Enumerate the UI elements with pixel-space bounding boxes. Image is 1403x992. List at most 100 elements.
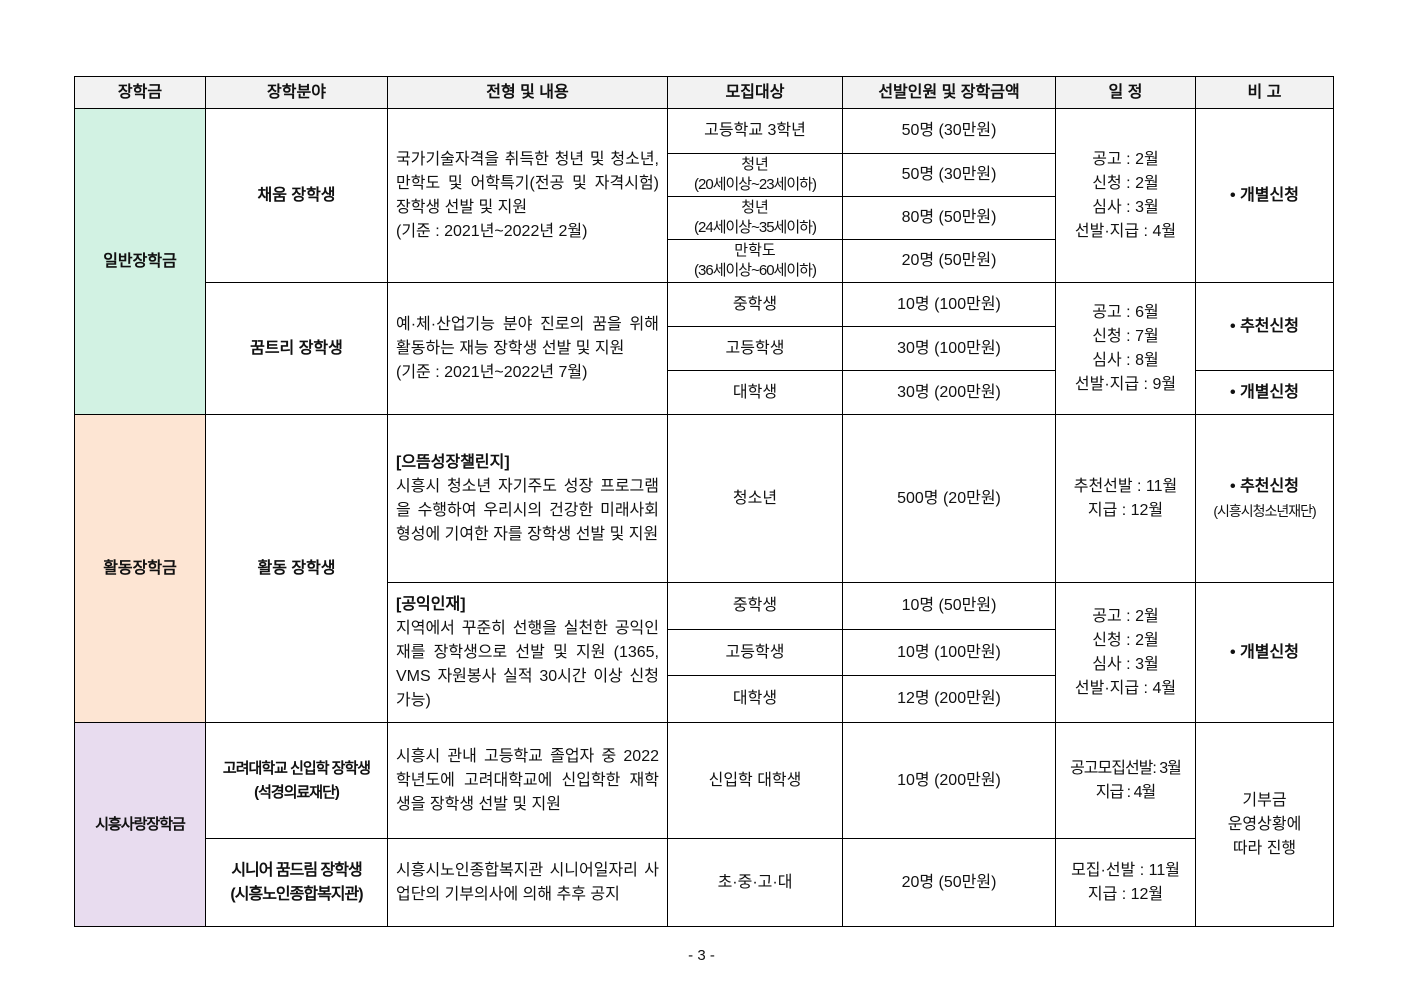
schedule-kkumtree: 공고 : 6월 신청 : 7월 심사 : 8월 선발·지급 : 9월 (1055, 282, 1196, 415)
schedule-line: 심사 : 3월 (1092, 198, 1159, 216)
table-row: 청년 (20세이상~23세이하) 50명 (30만원) (75, 153, 1334, 197)
header-schedule: 일 정 (1055, 76, 1196, 109)
schedule-line: 심사 : 8월 (1092, 351, 1159, 369)
amount-cell: 10명 (100만원) (842, 282, 1056, 327)
field-text: 시니어 꿈드림 장학생 (231, 861, 362, 879)
amount-cell: 10명 (100만원) (842, 629, 1056, 676)
note-kkumtree-individual: • 개별신청 (1195, 370, 1334, 415)
schedule-line: 심사 : 3월 (1092, 655, 1159, 673)
header-field: 장학분야 (205, 76, 388, 109)
section-activity: 활동장학금 (74, 414, 206, 723)
amount-cell: 500명 (20만원) (842, 414, 1056, 583)
note-line: 운영상황에 (1227, 815, 1302, 833)
amount-cell: 50명 (30만원) (842, 153, 1056, 197)
target-cell: 초·중·고·대 (667, 838, 843, 927)
amount-cell: 10명 (50만원) (842, 582, 1056, 630)
note-sub: (시흥시청소년재단) (1213, 502, 1316, 519)
table-row: 대학생 30명 (200만원) • 개별신청 (75, 370, 1334, 415)
schedule-line: 선발·지급 : 9월 (1074, 375, 1177, 393)
amount-cell: 10명 (200만원) (842, 722, 1056, 839)
note-siheung-love: 기부금 운영상황에 따라 진행 (1195, 722, 1334, 927)
header-row: 장학금 장학분야 전형 및 내용 모집대상 선발인원 및 장학금액 일 정 비 … (74, 76, 1334, 109)
content-text: 국가기술자격을 취득한 청년 및 청소년, 만학도 및 어학특기(전공 및 자격… (396, 150, 659, 216)
schedule-public: 공고 : 2월 신청 : 2월 심사 : 3월 선발·지급 : 4월 (1055, 582, 1196, 723)
content-text: 지역에서 꾸준히 선행을 실천한 공익인재를 장학생으로 선발 및 지원 (13… (396, 619, 659, 709)
content-title: [으뜸성장챌린지] (396, 453, 510, 471)
table-row: 시니어 꿈드림 장학생 (시흥노인종합복지관) 시흥시노인종합복지관 시니어일자… (75, 838, 1334, 927)
target-cell: 고등학생 (667, 629, 843, 676)
schedule-korea-univ: 공고모집선발: 3월 지급 : 4월 (1055, 722, 1196, 839)
schedule-line: 선발·지급 : 4월 (1074, 679, 1177, 697)
field-senior: 시니어 꿈드림 장학생 (시흥노인종합복지관) (205, 838, 388, 927)
content-kkumtree: 예·체·산업기능 분야 진로의 꿈을 위해 활동하는 재능 장학생 선발 및 지… (387, 282, 668, 415)
scholarship-table: 장학금 장학분야 전형 및 내용 모집대상 선발인원 및 장학금액 일 정 비 … (74, 76, 1334, 927)
note-chaeum: • 개별신청 (1195, 108, 1334, 283)
schedule-line: 추천선발 : 11월 (1073, 477, 1178, 495)
target-text: 청년 (741, 199, 769, 216)
field-kkumtree: 꿈트리 장학생 (205, 282, 388, 415)
header-note: 비 고 (1195, 76, 1334, 109)
target-cell: 신입학 대학생 (667, 722, 843, 839)
schedule-line: 공고 : 2월 (1092, 150, 1159, 168)
field-sub: (시흥노인종합복지관) (230, 885, 363, 903)
target-sub: (20세이상~23세이하) (694, 176, 817, 193)
header-target: 모집대상 (667, 76, 843, 109)
amount-cell: 12명 (200만원) (842, 675, 1056, 723)
note-kkumtree-recommend: • 추천신청 (1195, 282, 1334, 371)
schedule-line: 신청 : 2월 (1092, 631, 1159, 649)
section-general: 일반장학금 (74, 108, 206, 415)
field-korea-univ: 고려대학교 신입학 장학생 (석경의료재단) (205, 722, 388, 839)
schedule-line: 신청 : 2월 (1092, 174, 1159, 192)
criteria-text: (기준 : 2021년~2022년 7월) (396, 363, 588, 381)
content-eutteum: [으뜸성장챌린지] 시흥시 청소년 자기주도 성장 프로그램을 수행하여 우리시… (387, 414, 668, 583)
schedule-line: 지급 : 12월 (1087, 885, 1164, 903)
target-cell: 중학생 (667, 582, 843, 630)
criteria-text: (기준 : 2021년~2022년 2월) (396, 222, 588, 240)
content-text: 예·체·산업기능 분야 진로의 꿈을 위해 활동하는 재능 장학생 선발 및 지… (396, 315, 659, 357)
amount-cell: 20명 (50만원) (842, 838, 1056, 927)
content-chaeum: 국가기술자격을 취득한 청년 및 청소년, 만학도 및 어학특기(전공 및 자격… (387, 108, 668, 283)
schedule-senior: 모집·선발 : 11월 지급 : 12월 (1055, 838, 1196, 927)
header-scholarship: 장학금 (74, 76, 206, 109)
amount-cell: 30명 (100만원) (842, 326, 1056, 371)
table-row: 꿈트리 장학생 예·체·산업기능 분야 진로의 꿈을 위해 활동하는 재능 장학… (75, 282, 1334, 415)
field-sub: (석경의료재단) (254, 783, 340, 801)
amount-cell: 20명 (50만원) (842, 239, 1056, 283)
content-text: 시흥시 청소년 자기주도 성장 프로그램을 수행하여 우리시의 건강한 미래사회… (396, 477, 659, 543)
target-cell: 중학생 (667, 282, 843, 327)
table-row: 만학도 (36세이상~60세이하) 20명 (50만원) (75, 239, 1334, 283)
target-text: 만학도 (734, 242, 776, 259)
table-row: 고등학생 30명 (100만원) (75, 326, 1334, 371)
note-eutteum: • 추천신청 (시흥시청소년재단) (1195, 414, 1334, 583)
header-content: 전형 및 내용 (387, 76, 668, 109)
schedule-line: 모집·선발 : 11월 (1071, 861, 1180, 879)
content-title: [공익인재] (396, 595, 466, 613)
table-row: [공익인재] 지역에서 꾸준히 선행을 실천한 공익인재를 장학생으로 선발 및… (75, 582, 1334, 723)
schedule-line: 지급 : 12월 (1087, 501, 1164, 519)
content-public: [공익인재] 지역에서 꾸준히 선행을 실천한 공익인재를 장학생으로 선발 및… (387, 582, 668, 723)
schedule-line: 지급 : 4월 (1095, 783, 1156, 801)
note-line: 따라 진행 (1232, 839, 1297, 857)
schedule-line: 공고 : 2월 (1092, 607, 1159, 625)
schedule-line: 선발·지급 : 4월 (1074, 222, 1177, 240)
note-public: • 개별신청 (1195, 582, 1334, 723)
target-sub: (24세이상~35세이하) (694, 219, 817, 236)
table-row: 활동장학금 활동 장학생 [으뜸성장챌린지] 시흥시 청소년 자기주도 성장 프… (74, 414, 1334, 723)
field-text: 고려대학교 신입학 장학생 (222, 759, 371, 777)
target-cell: 고등학생 (667, 326, 843, 371)
page-number: - 3 - (688, 947, 715, 964)
target-cell: 청소년 (667, 414, 843, 583)
section-siheung-love: 시흥사랑장학금 (74, 722, 206, 927)
table-row: 시흥사랑장학금 고려대학교 신입학 장학생 (석경의료재단) 시흥시 관내 고등… (74, 722, 1334, 927)
schedule-line: 공고 : 6월 (1092, 303, 1159, 321)
target-cell: 고등학교 3학년 (667, 108, 843, 154)
note-text: • 추천신청 (1230, 477, 1299, 495)
content-senior: 시흥시노인종합복지관 시니어일자리 사업단의 기부의사에 의해 추후 공지 (387, 838, 668, 927)
amount-cell: 30명 (200만원) (842, 370, 1056, 415)
header-amount: 선발인원 및 장학금액 (842, 76, 1056, 109)
schedule-line: 공고모집선발: 3월 (1070, 759, 1182, 777)
schedule-eutteum: 추천선발 : 11월 지급 : 12월 (1055, 414, 1196, 583)
amount-cell: 80명 (50만원) (842, 196, 1056, 240)
content-korea-univ: 시흥시 관내 고등학교 졸업자 중 2022학년도에 고려대학교에 신입학한 재… (387, 722, 668, 839)
target-cell: 청년 (20세이상~23세이하) (667, 153, 843, 197)
